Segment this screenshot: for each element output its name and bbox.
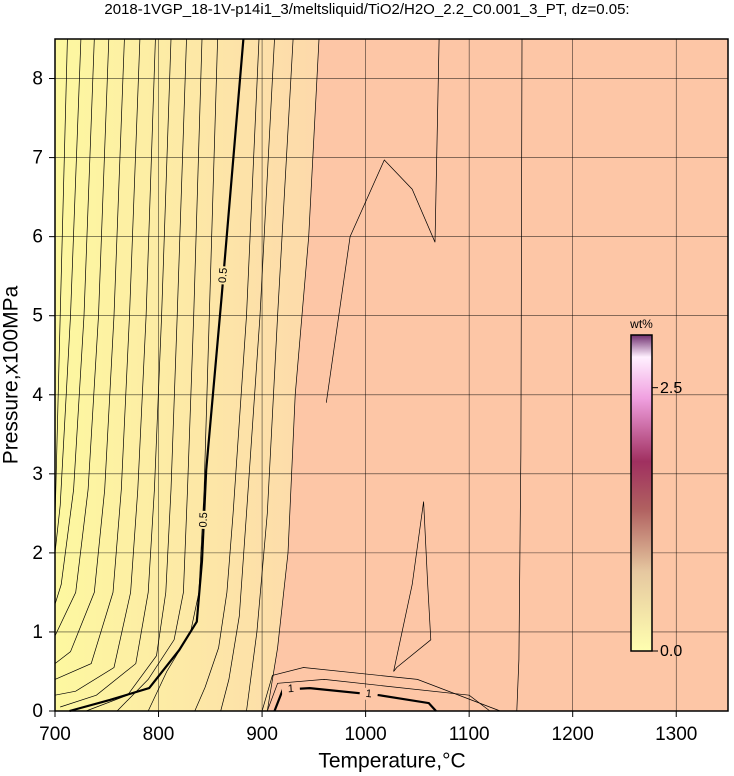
y-tick-label: 0 <box>32 701 43 722</box>
colorbar <box>630 334 653 652</box>
contour-line <box>220 38 275 712</box>
plot-frame <box>54 38 729 712</box>
y-tick-label: 5 <box>32 306 43 327</box>
contour-line <box>516 38 523 712</box>
y-tick-label: 7 <box>32 148 43 169</box>
contour-label-bg <box>216 265 231 285</box>
contour-line <box>393 501 432 672</box>
chart-title: 2018-1VGP_18-1V-p14i1_3/meltsliquid/TiO2… <box>104 1 629 18</box>
colorbar-tick-label: 2.5 <box>660 380 682 397</box>
contour-label: 0.5 <box>217 267 230 283</box>
y-tick-label: 8 <box>32 69 43 90</box>
contour-label: 1 <box>365 688 372 701</box>
x-tick-label: 900 <box>246 724 278 745</box>
contour-line <box>54 38 110 637</box>
colorbar-tick-label: 0.0 <box>660 643 682 660</box>
x-tick-label: 1200 <box>552 724 594 745</box>
contour-label-group: 1 <box>359 687 379 702</box>
contour-line <box>54 38 82 553</box>
contour-label-bg <box>197 510 211 530</box>
contour-line <box>325 38 440 403</box>
x-tick-label: 1100 <box>449 724 490 745</box>
contour-line <box>54 38 68 522</box>
x-tick-label: 1000 <box>344 724 386 745</box>
contour-line <box>116 38 203 712</box>
contour-label: 0.5 <box>197 512 210 528</box>
contour-line <box>261 667 501 712</box>
labeled-contour <box>69 38 245 713</box>
contour-line <box>54 38 156 696</box>
contour-label-group: 1 <box>281 682 301 696</box>
contour-label-bg <box>281 682 301 696</box>
contour-line <box>266 38 320 712</box>
y-tick-label: 4 <box>32 385 43 406</box>
x-tick-label: 1300 <box>655 724 697 745</box>
colorbar-label: wt% <box>629 317 653 331</box>
y-tick-label: 3 <box>32 464 43 485</box>
y-tick-label: 1 <box>32 622 43 643</box>
labeled-contour <box>273 686 437 712</box>
contour-line <box>60 38 172 708</box>
contour-label-group: 0.5 <box>197 510 211 530</box>
y-axis-label: Pressure,x100MPa <box>0 285 23 464</box>
x-axis-label: Temperature,°C <box>318 750 465 773</box>
contour-line <box>266 679 491 712</box>
x-tick-label: 700 <box>39 724 71 745</box>
y-tick-label: 6 <box>32 227 43 248</box>
contour-label-bg <box>359 687 379 702</box>
y-tick-label: 2 <box>32 543 43 564</box>
x-tick-label: 800 <box>143 724 175 745</box>
contour-line <box>54 38 95 605</box>
contour-label-group: 0.5 <box>216 265 231 285</box>
low-region-fill <box>55 39 319 711</box>
contour-line <box>246 38 294 712</box>
contour-label: 1 <box>287 683 294 695</box>
contour-line <box>54 38 141 680</box>
contour-line <box>194 38 260 712</box>
contour-line <box>54 38 125 664</box>
